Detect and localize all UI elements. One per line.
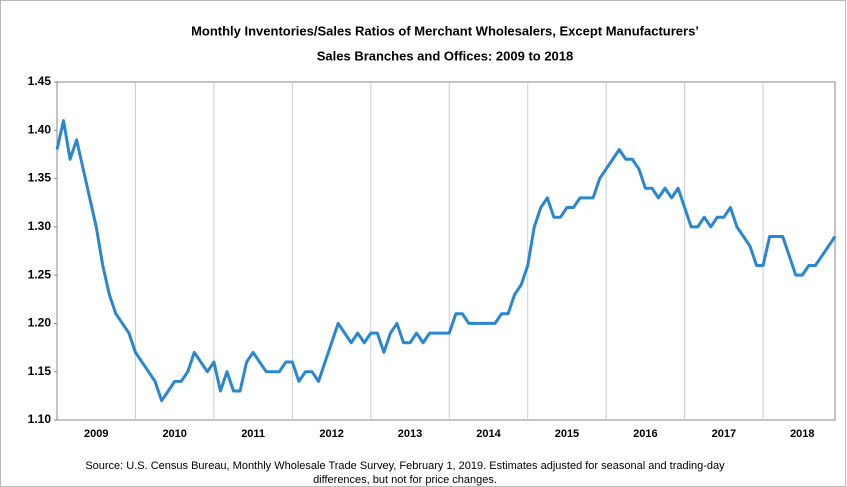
chart-title: Sales Branches and Offices: 2009 to 2018 xyxy=(317,48,574,63)
x-tick-label: 2018 xyxy=(790,428,814,440)
x-tick-label: 2012 xyxy=(319,428,343,440)
y-tick-label: 1.15 xyxy=(28,364,52,378)
chart-title: Monthly Inventories/Sales Ratios of Merc… xyxy=(191,23,699,38)
source-note: Source: U.S. Census Bureau, Monthly Whol… xyxy=(85,460,725,472)
y-tick-label: 1.40 xyxy=(28,122,52,136)
data-line xyxy=(55,119,837,403)
y-tick-label: 1.25 xyxy=(28,267,52,281)
x-tick-label: 2009 xyxy=(84,428,108,440)
x-tick-label: 2014 xyxy=(476,428,501,440)
x-tick-label: 2017 xyxy=(712,428,736,440)
y-tick-label: 1.35 xyxy=(28,171,52,185)
x-tick-label: 2011 xyxy=(241,428,265,440)
y-tick-label: 1.20 xyxy=(28,316,52,330)
x-tick-label: 2010 xyxy=(162,428,186,440)
x-tick-label: 2015 xyxy=(555,428,579,440)
y-tick-label: 1.10 xyxy=(28,412,52,426)
x-tick-label: 2013 xyxy=(398,428,422,440)
x-tick-label: 2016 xyxy=(633,428,657,440)
y-tick-label: 1.30 xyxy=(28,219,52,233)
source-note: differences, but not for price changes. xyxy=(313,474,497,486)
plot-area xyxy=(56,81,836,421)
y-tick-label: 1.45 xyxy=(28,74,52,88)
